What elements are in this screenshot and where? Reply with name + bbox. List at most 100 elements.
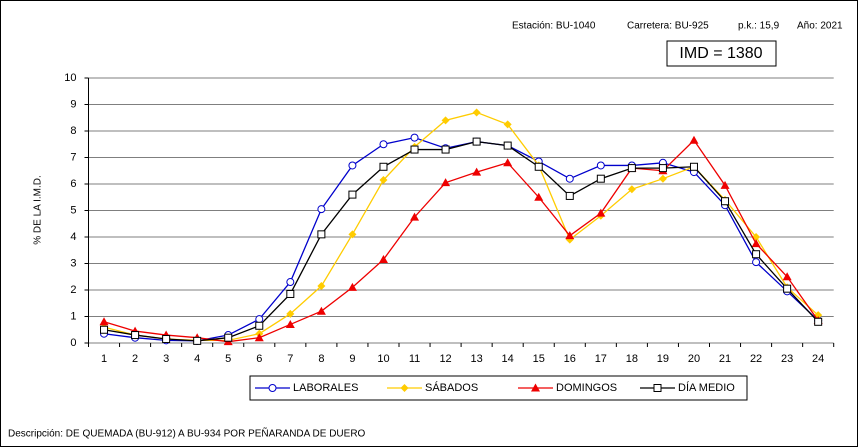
marker	[441, 178, 451, 187]
marker	[689, 162, 698, 171]
y-tick-label: 2	[70, 284, 76, 296]
imd: IMD = 1380	[679, 45, 762, 62]
x-tick-label: 13	[471, 353, 483, 365]
marker	[503, 141, 512, 150]
marker	[316, 306, 326, 315]
station: Estación: BU-1040	[512, 21, 596, 32]
marker	[348, 161, 357, 170]
series-line	[103, 139, 819, 343]
marker	[531, 383, 540, 392]
marker	[99, 317, 109, 326]
legend-label: SÁBADOS	[425, 381, 478, 394]
marker	[347, 282, 357, 291]
marker	[503, 120, 512, 129]
y-tick-label: 5	[70, 204, 76, 216]
marker	[472, 167, 482, 176]
marker	[658, 164, 667, 173]
marker	[286, 289, 295, 298]
marker	[565, 191, 574, 200]
year: Año: 2021	[797, 21, 843, 32]
marker	[596, 174, 605, 183]
marker	[596, 208, 606, 217]
x-tick-label: 22	[750, 353, 762, 365]
x-tick-label: 17	[595, 353, 607, 365]
marker	[751, 239, 761, 248]
marker	[379, 162, 388, 171]
marker	[193, 336, 202, 345]
y-tick-label: 7	[70, 151, 76, 163]
legend-label: LABORALES	[293, 382, 358, 394]
marker	[627, 164, 636, 173]
pk: p.k.: 15,9	[738, 21, 780, 32]
x-tick-label: 1	[101, 353, 107, 365]
marker	[268, 384, 277, 392]
x-tick-label: 14	[502, 353, 514, 365]
marker	[255, 315, 264, 324]
marker	[378, 255, 388, 264]
marker	[752, 250, 761, 259]
marker	[534, 162, 543, 171]
y-tick-label: 9	[70, 98, 76, 110]
x-tick-label: 18	[626, 353, 638, 365]
x-tick-label: 21	[719, 353, 731, 365]
marker	[814, 317, 823, 326]
marker	[317, 282, 326, 291]
description: Descripción: DE QUEMADA (BU-912) A BU-93…	[8, 427, 366, 440]
x-tick-label: 6	[256, 353, 262, 365]
marker	[410, 212, 420, 221]
x-tick-label: 16	[564, 353, 576, 365]
marker	[255, 321, 264, 330]
x-tick-label: 15	[533, 353, 545, 365]
marker	[441, 116, 450, 125]
x-tick-label: 11	[409, 353, 420, 365]
marker	[162, 335, 171, 344]
x-tick-label: 3	[163, 353, 169, 365]
marker	[565, 174, 574, 183]
x-tick-label: 10	[377, 353, 389, 365]
marker	[782, 272, 792, 281]
marker	[721, 197, 730, 206]
y-axis-label: % DE LA I.M.D.	[33, 175, 44, 244]
marker	[627, 185, 636, 194]
x-tick-label: 7	[287, 353, 293, 365]
x-tick-label: 24	[812, 353, 824, 365]
marker	[285, 319, 295, 328]
marker	[410, 133, 419, 142]
x-tick-label: 8	[318, 353, 324, 365]
marker	[379, 176, 388, 185]
marker	[441, 145, 450, 154]
legend-label: DÍA MEDIO	[678, 381, 735, 394]
marker	[658, 174, 667, 183]
marker	[317, 230, 326, 239]
marker	[348, 190, 357, 199]
marker	[254, 333, 264, 342]
marker	[100, 325, 109, 334]
legend-label: DOMINGOS	[556, 382, 617, 394]
marker	[317, 205, 326, 214]
marker	[224, 333, 233, 342]
marker	[689, 135, 699, 144]
marker	[783, 284, 792, 293]
x-tick-label: 23	[781, 353, 793, 365]
marker	[653, 384, 662, 392]
marker	[286, 309, 295, 318]
x-tick-label: 9	[349, 353, 355, 365]
y-tick-label: 6	[70, 178, 76, 190]
imd-box	[666, 40, 777, 67]
marker	[720, 180, 730, 189]
x-tick-label: 19	[657, 353, 669, 365]
y-tick-label: 0	[70, 337, 76, 349]
marker	[379, 140, 388, 149]
x-tick-label: 5	[225, 353, 231, 365]
marker	[472, 137, 481, 146]
y-tick-label: 4	[70, 231, 76, 243]
marker	[472, 108, 481, 117]
marker	[348, 230, 357, 239]
y-tick-label: 8	[70, 125, 76, 137]
x-tick-label: 20	[688, 353, 700, 365]
x-tick-label: 4	[194, 353, 200, 365]
y-tick-label: 3	[70, 257, 76, 269]
marker	[534, 192, 544, 201]
x-tick-label: 2	[132, 353, 138, 365]
